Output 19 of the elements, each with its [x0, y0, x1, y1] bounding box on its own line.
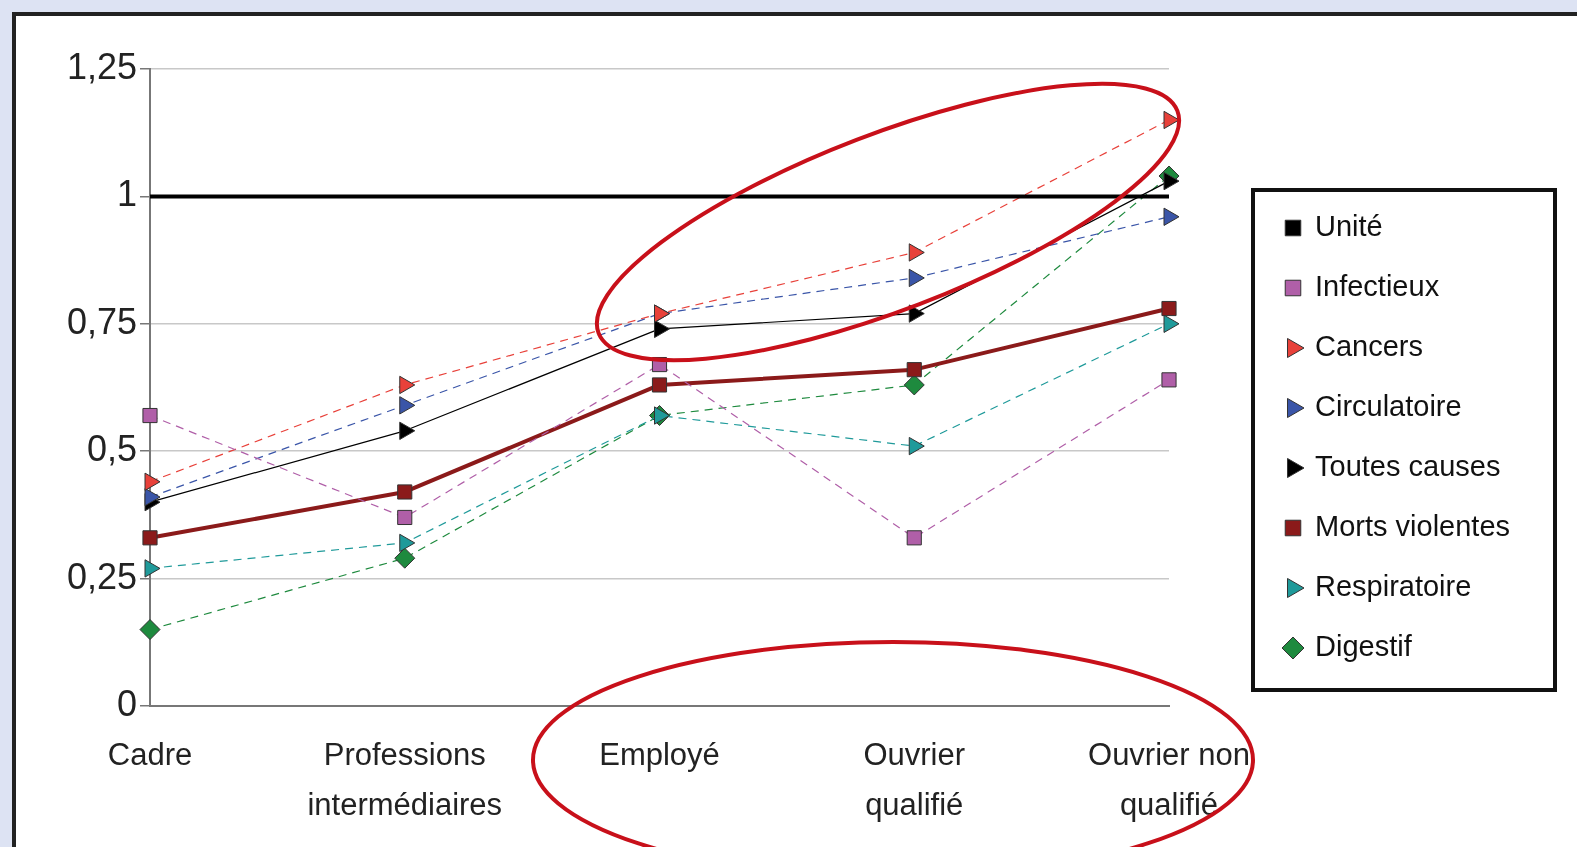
x-tick-label: Ouvrier non qualifié	[1088, 737, 1250, 822]
x-tick-label: Professions intermédiaires	[307, 737, 503, 822]
legend-label: Toutes causes	[1315, 450, 1501, 482]
x-tick-label: Cadre	[107, 737, 193, 773]
y-tick-label: 0,25	[66, 555, 137, 597]
y-tick-label: 0,75	[66, 300, 137, 342]
x-tick-label: Ouvrier qualifié	[863, 737, 966, 822]
legend-label: Cancers	[1315, 330, 1423, 362]
x-tick-label: Employé	[599, 737, 720, 773]
y-tick-label: 1,25	[66, 45, 137, 87]
legend-label: Unité	[1315, 210, 1383, 242]
y-tick-label: 1	[116, 173, 137, 215]
legend-label: Morts violentes	[1315, 510, 1511, 542]
legend-label: Infectieux	[1315, 270, 1440, 302]
legend-label: Respiratoire	[1315, 570, 1472, 602]
legend-label: Digestif	[1315, 630, 1413, 662]
y-tick-label: 0,5	[86, 428, 137, 470]
y-tick-label: 0	[116, 682, 137, 724]
legend-label: Circulatoire	[1315, 390, 1462, 422]
